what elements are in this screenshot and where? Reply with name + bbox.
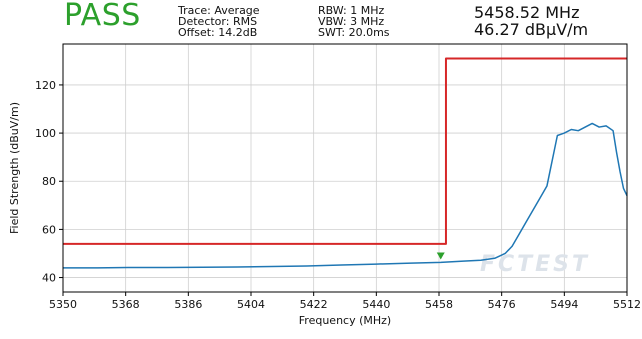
marker-triangle-icon: [436, 252, 445, 260]
y-axis-ticks: 40 60 80 100 120: [35, 79, 63, 285]
settings-column-2: RBW: 1 MHz VBW: 3 MHz SWT: 20.0ms: [318, 5, 390, 38]
x-tick-label: 5386: [174, 298, 202, 311]
x-tick-label: 5512: [613, 298, 641, 311]
plot-frame: [62, 43, 628, 293]
x-tick-label: 5494: [550, 298, 578, 311]
vbw-setting: VBW: 3 MHz: [318, 15, 385, 28]
y-tick-label: 80: [42, 175, 56, 188]
rbw-setting: RBW: 1 MHz: [318, 4, 385, 17]
y-tick-label: 40: [42, 272, 56, 285]
marker-readout: 5458.52 MHz 46.27 dBµV/m: [474, 4, 588, 38]
y-tick-label: 60: [42, 223, 56, 236]
x-tick-label: 5440: [362, 298, 390, 311]
watermark-text: FCTEST: [480, 252, 590, 277]
x-tick-label: 5368: [112, 298, 140, 311]
marker-group: [436, 252, 445, 260]
x-tick-label: 5422: [300, 298, 328, 311]
offset-setting: Offset: 14.2dB: [178, 26, 258, 39]
y-tick-label: 120: [35, 79, 56, 92]
verdict-label: PASS: [64, 0, 141, 33]
y-tick-label: 100: [35, 127, 56, 140]
y-axis-label: Field Strength (dBuV/m): [8, 102, 21, 234]
x-tick-label: 5458: [425, 298, 453, 311]
marker-frequency: 5458.52 MHz: [474, 3, 580, 22]
series-group: [63, 57, 628, 269]
detector-setting: Detector: RMS: [178, 15, 258, 28]
measurement-trace: [63, 122, 628, 269]
settings-column-1: Trace: Average Detector: RMS Offset: 14.…: [178, 5, 260, 38]
x-axis-ticks: 5350 5368 5386 5404 5422 5440 5458 5476 5494 5512: [49, 292, 641, 311]
x-tick-label: 5476: [488, 298, 516, 311]
trace-setting: Trace: Average: [178, 4, 260, 17]
x-tick-label: 5350: [49, 298, 77, 311]
marker-level: 46.27 dBµV/m: [474, 20, 589, 39]
x-axis-label: Frequency (MHz): [299, 314, 391, 327]
x-tick-label: 5404: [237, 298, 265, 311]
swt-setting: SWT: 20.0ms: [318, 26, 390, 39]
limit-line: [63, 57, 627, 245]
